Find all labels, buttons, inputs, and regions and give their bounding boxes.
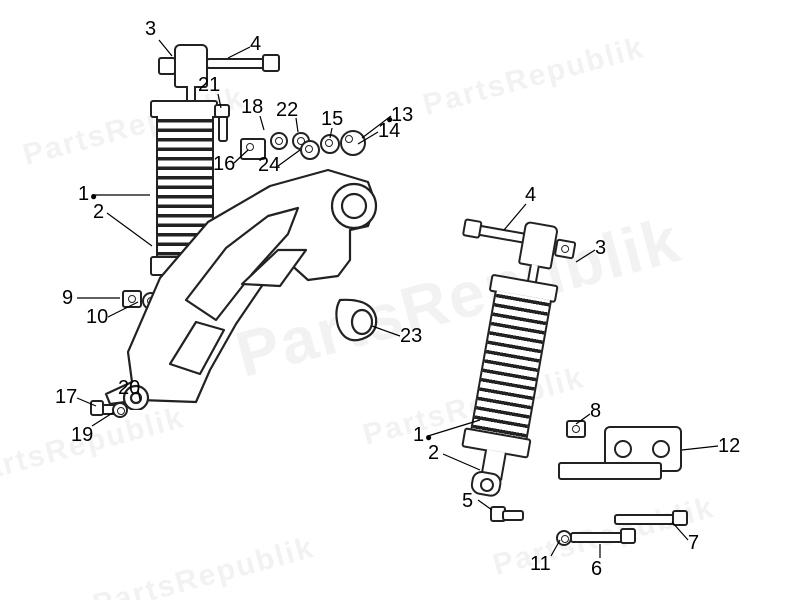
diagram-canvas: PartsRepublik PartsRepublik PartsRepubli… (0, 0, 800, 600)
leader-lines (0, 0, 800, 600)
